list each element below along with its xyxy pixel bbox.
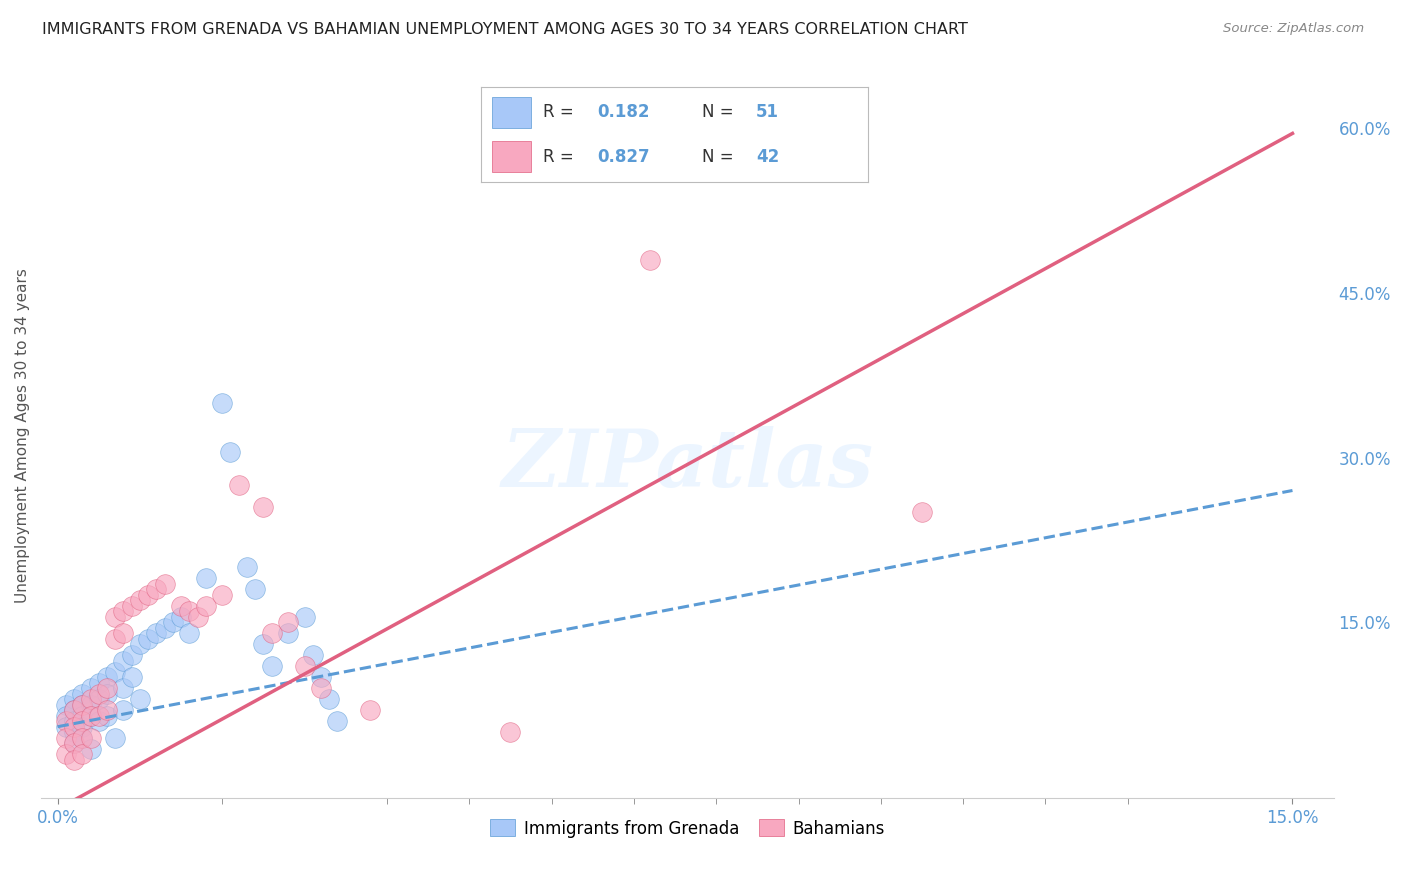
Point <box>63 703 86 717</box>
Point <box>96 687 118 701</box>
Point <box>277 615 299 630</box>
Point <box>153 621 176 635</box>
Point <box>309 681 332 696</box>
Point <box>153 577 176 591</box>
Point <box>55 714 77 729</box>
Point <box>104 632 127 646</box>
Point <box>72 687 94 701</box>
Point <box>79 708 101 723</box>
Point <box>96 703 118 717</box>
Point <box>145 582 167 597</box>
Point <box>112 703 135 717</box>
Point <box>87 708 110 723</box>
Point <box>87 675 110 690</box>
Point <box>63 692 86 706</box>
Point <box>96 670 118 684</box>
Point <box>96 708 118 723</box>
Point <box>79 708 101 723</box>
Point <box>499 725 522 739</box>
Point <box>79 681 101 696</box>
Point <box>243 582 266 597</box>
Point <box>194 571 217 585</box>
Point <box>72 698 94 712</box>
Point <box>55 731 77 745</box>
Point <box>112 681 135 696</box>
Point <box>236 560 259 574</box>
Point <box>186 610 208 624</box>
Point <box>179 604 201 618</box>
Point <box>194 599 217 613</box>
Point <box>211 395 233 409</box>
Point <box>294 659 316 673</box>
Point <box>136 588 159 602</box>
Point <box>112 626 135 640</box>
Point <box>79 741 101 756</box>
Point <box>326 714 349 729</box>
Point <box>72 720 94 734</box>
Point <box>104 731 127 745</box>
Point <box>87 692 110 706</box>
Point <box>219 445 242 459</box>
Text: Source: ZipAtlas.com: Source: ZipAtlas.com <box>1223 22 1364 36</box>
Point <box>55 698 77 712</box>
Point <box>63 736 86 750</box>
Text: IMMIGRANTS FROM GRENADA VS BAHAMIAN UNEMPLOYMENT AMONG AGES 30 TO 34 YEARS CORRE: IMMIGRANTS FROM GRENADA VS BAHAMIAN UNEM… <box>42 22 969 37</box>
Point <box>63 736 86 750</box>
Point <box>129 593 152 607</box>
Point <box>170 599 193 613</box>
Point <box>121 599 143 613</box>
Point <box>121 670 143 684</box>
Point <box>63 725 86 739</box>
Point <box>301 648 323 663</box>
Point <box>104 610 127 624</box>
Point <box>112 654 135 668</box>
Point <box>63 714 86 729</box>
Y-axis label: Unemployment Among Ages 30 to 34 years: Unemployment Among Ages 30 to 34 years <box>15 268 30 603</box>
Point <box>72 698 94 712</box>
Point <box>72 731 94 745</box>
Point <box>359 703 381 717</box>
Point <box>145 626 167 640</box>
Point <box>162 615 184 630</box>
Legend: Immigrants from Grenada, Bahamians: Immigrants from Grenada, Bahamians <box>484 813 891 844</box>
Point <box>55 720 77 734</box>
Point <box>640 252 662 267</box>
Point <box>87 687 110 701</box>
Point <box>63 720 86 734</box>
Point <box>79 692 101 706</box>
Point <box>63 753 86 767</box>
Point <box>170 610 193 624</box>
Point <box>121 648 143 663</box>
Point <box>252 637 274 651</box>
Point <box>87 714 110 729</box>
Point <box>136 632 159 646</box>
Point <box>228 478 250 492</box>
Point <box>55 747 77 762</box>
Point <box>104 665 127 679</box>
Point <box>72 747 94 762</box>
Point <box>252 500 274 514</box>
Point <box>260 659 283 673</box>
Point <box>112 604 135 618</box>
Point <box>79 731 101 745</box>
Point <box>72 708 94 723</box>
Text: ZIPatlas: ZIPatlas <box>502 425 873 503</box>
Point <box>55 708 77 723</box>
Point <box>72 714 94 729</box>
Point <box>63 703 86 717</box>
Point <box>96 681 118 696</box>
Point <box>179 626 201 640</box>
Point <box>309 670 332 684</box>
Point <box>72 731 94 745</box>
Point <box>318 692 340 706</box>
Point <box>911 506 934 520</box>
Point <box>129 637 152 651</box>
Point <box>277 626 299 640</box>
Point <box>211 588 233 602</box>
Point <box>294 610 316 624</box>
Point <box>129 692 152 706</box>
Point <box>79 698 101 712</box>
Point <box>260 626 283 640</box>
